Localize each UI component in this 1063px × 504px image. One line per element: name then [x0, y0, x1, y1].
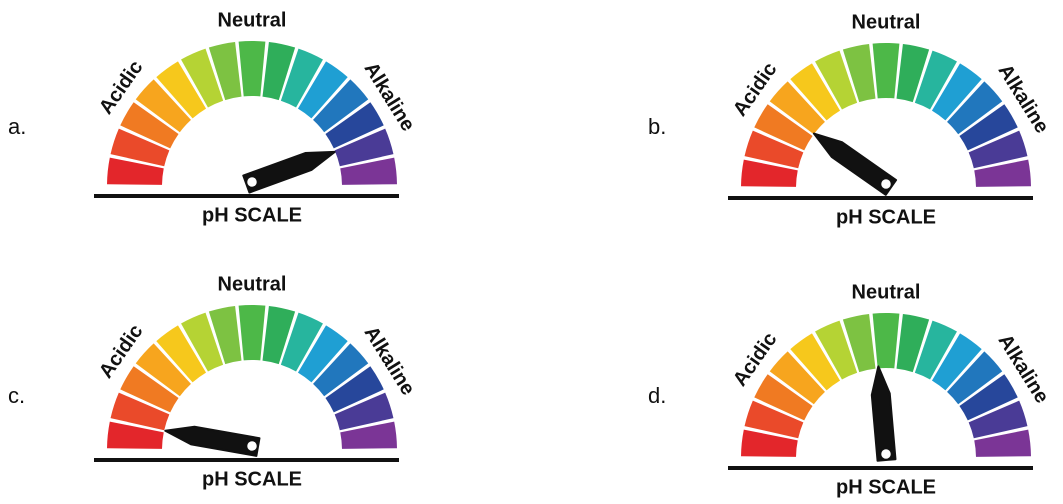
scale-segment [842, 43, 876, 103]
needle [812, 132, 898, 196]
scale-segment [815, 320, 858, 380]
scale-segment [325, 366, 384, 413]
neutral-label: Neutral [852, 11, 921, 33]
scale-segment [914, 50, 957, 110]
needle-pivot [879, 177, 893, 191]
needle-pivot [245, 439, 259, 453]
scale-segment [947, 351, 1003, 405]
scale-segment [959, 104, 1018, 151]
scale-segment [815, 50, 858, 110]
scale-segment [107, 421, 164, 449]
scale-segment [297, 325, 348, 383]
scale-segment [974, 159, 1031, 187]
scale-segment [313, 79, 369, 133]
scale-segment [931, 63, 982, 121]
scale-segment [120, 366, 179, 413]
option-letter: c. [8, 383, 25, 408]
scale-segment [340, 421, 397, 449]
scale-segment [968, 130, 1028, 169]
scale-segment [896, 313, 930, 373]
scale-segment [340, 157, 397, 185]
option-letter: a. [8, 114, 26, 139]
scale-segment [280, 48, 323, 108]
scale-segment [181, 48, 224, 108]
scale-segment [107, 157, 164, 185]
scale-segment [872, 313, 900, 369]
neutral-label: Neutral [852, 281, 921, 303]
neutral-label: Neutral [218, 9, 287, 31]
scale-segment [110, 392, 170, 431]
scale-segment [280, 312, 323, 372]
scale-segment [262, 305, 296, 365]
option-letter: b. [648, 114, 666, 139]
scale-segment [896, 43, 930, 103]
scale-segment [974, 429, 1031, 457]
neutral-label: Neutral [218, 273, 287, 295]
scale-segment [959, 374, 1018, 421]
scale-segment [156, 325, 207, 383]
scale-segment [120, 102, 179, 149]
scale-label: pH SCALE [836, 206, 936, 228]
baseline [728, 196, 1033, 200]
scale-segment [208, 305, 242, 365]
scale-segment [790, 63, 841, 121]
scale-segment [968, 400, 1028, 439]
needle [870, 365, 897, 462]
scale-segment [334, 392, 394, 431]
scale-segment [334, 128, 394, 167]
scale-segment [135, 343, 191, 397]
scale-segment [872, 43, 900, 99]
scale-segment [754, 104, 813, 151]
scale-segment [754, 374, 813, 421]
scale-label: pH SCALE [202, 204, 302, 226]
scale-segment [947, 81, 1003, 135]
scale-segment [842, 313, 876, 373]
scale-segment [769, 351, 825, 405]
scale-segment [744, 130, 804, 169]
baseline [94, 194, 399, 198]
scale-segment [110, 128, 170, 167]
needle [242, 150, 336, 194]
scale-segment [790, 333, 841, 391]
baseline [94, 458, 399, 462]
scale-segment [262, 41, 296, 101]
scale-label: pH SCALE [202, 468, 302, 490]
scale-segment [313, 343, 369, 397]
scale-segment [741, 159, 798, 187]
scale-segment [208, 41, 242, 101]
needle-pivot [879, 447, 893, 461]
scale-segment [931, 333, 982, 391]
scale-segment [181, 312, 224, 372]
scale-segment [238, 41, 266, 97]
option-letter: d. [648, 383, 666, 408]
scale-segment [325, 102, 384, 149]
scale-segment [156, 61, 207, 119]
scale-segment [297, 61, 348, 119]
scale-segment [744, 400, 804, 439]
scale-segment [135, 79, 191, 133]
scale-segment [769, 81, 825, 135]
needle-pivot [245, 175, 259, 189]
scale-segment [741, 429, 798, 457]
needle [164, 425, 261, 457]
scale-segment [914, 320, 957, 380]
baseline [728, 466, 1033, 470]
scale-label: pH SCALE [836, 476, 936, 498]
scale-segment [238, 305, 266, 361]
